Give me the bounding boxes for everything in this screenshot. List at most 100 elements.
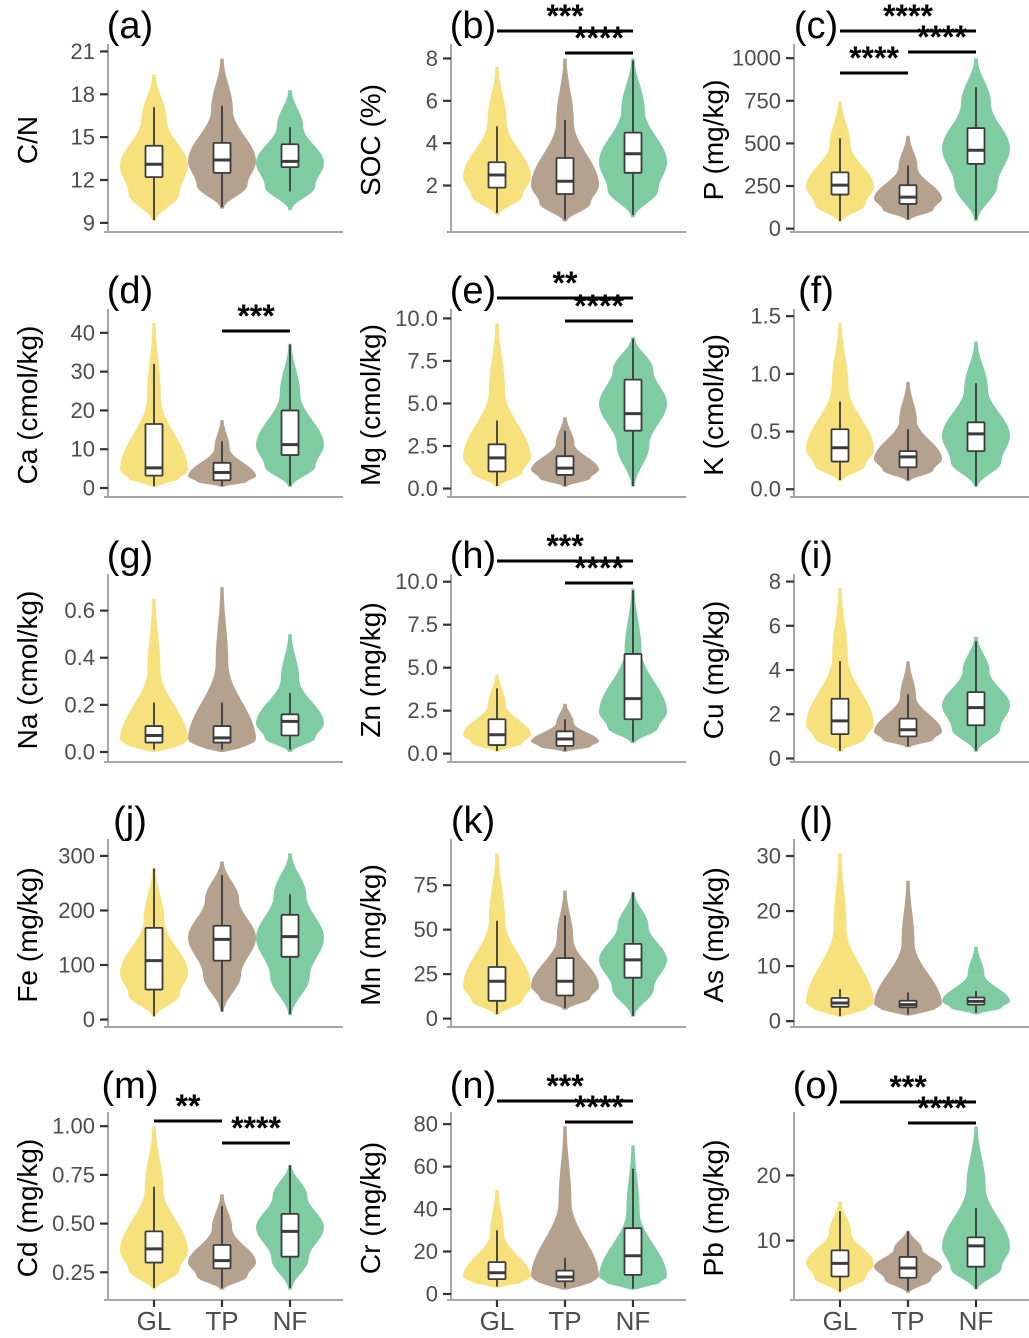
panel-g: 0.0 0.2 0.4 0.6 Na (cmol/kg) (g) [0,530,343,795]
y-tick-label: 10 [757,1228,781,1253]
panel-letter: (o) [793,1065,839,1107]
panel-i: 0 2 4 6 8 Cu (mg/kg) (i) [686,530,1029,795]
y-tick-label: 1000 [732,46,781,71]
y-tick-label: 0 [426,1006,438,1031]
box-NF [280,409,300,456]
panel-l-chart: 0 10 20 30 As (mg/kg) (l) [698,800,1029,1034]
y-tick-label: 0 [83,1007,95,1032]
y-tick-label: 0.0 [750,477,781,502]
y-tick-label: 40 [414,1197,438,1222]
y-axis-title: K (cmol/kg) [698,334,729,476]
y-tick-label: 6 [769,613,781,638]
y-tick-label: 8 [769,569,781,594]
y-tick-label: 40 [71,320,95,345]
box-GL [144,927,164,991]
box-GL [830,697,850,736]
y-tick-label: 10 [71,437,95,462]
panel-letter: (k) [451,800,495,842]
x-tick-label-GL: GL [480,1306,515,1333]
box-TP [212,1244,232,1270]
box-NF [966,421,986,453]
y-tick-label: 0.75 [52,1162,95,1187]
panel-letter: (m) [102,1065,159,1107]
y-tick-label: 30 [71,359,95,384]
y-axis-title: Zn (mg/kg) [355,602,386,737]
y-tick-label: 0.6 [64,598,95,623]
box-TP [555,957,575,997]
violin-TP [531,1126,599,1290]
y-axis-title: C/N [12,116,43,164]
y-axis-title: Mg (cmol/kg) [355,324,386,486]
panel-letter: (n) [450,1065,496,1107]
box-NF [966,127,986,165]
panel-f: 0.0 0.5 1.0 1.5 K (cmol/kg) (f) [686,265,1029,530]
significance-stars: *** [889,1069,927,1105]
y-tick-label: 750 [744,88,781,113]
significance-stars: *** [546,530,584,564]
y-tick-label: 2 [769,702,781,727]
y-tick-label: 8 [426,46,438,71]
box-TP [212,141,232,174]
panel-letter: (i) [799,535,833,577]
y-tick-label: 80 [414,1112,438,1137]
y-tick-label: 30 [757,843,781,868]
box-NF [623,653,643,721]
y-tick-label: 250 [744,174,781,199]
y-tick-label: 100 [58,952,95,977]
box-TP [555,455,575,476]
panel-a-chart: 9 12 15 18 21 C/N (a) [12,5,343,235]
box-GL [144,1230,164,1264]
panel-a: 9 12 15 18 21 C/N (a) [0,0,343,265]
y-axis-title: SOC (%) [355,84,386,196]
y-tick-label: 2.5 [407,433,438,458]
box-TP [898,717,918,738]
panel-j: 0 100 200 300 Fe (mg/kg) (j) [0,795,343,1060]
panel-k-chart: 0 25 50 75 Mn (mg/kg) (k) [355,800,686,1031]
panel-l: 0 10 20 30 As (mg/kg) (l) [686,795,1029,1060]
y-tick-label: 5.0 [407,655,438,680]
box-GL [144,423,164,477]
violin-GL [806,853,874,1017]
y-tick-label: 5.0 [407,391,438,416]
significance-stars: **** [917,1090,967,1126]
y-tick-label: 0.0 [407,476,438,501]
significance-stars: **** [231,1110,281,1146]
box-NF [280,1212,300,1258]
panel-letter: (j) [113,800,147,842]
y-tick-label: 10.0 [395,306,438,331]
panel-i-chart: 0 2 4 6 8 Cu (mg/kg) (i) [698,535,1029,771]
box-NF [623,1227,643,1276]
significance-stars: **** [917,19,967,55]
significance-stars: **** [574,550,624,586]
y-tick-label: 2.5 [407,698,438,723]
y-axis-title: Cd (mg/kg) [12,1139,43,1277]
y-tick-label: 0 [769,746,781,771]
box-GL [830,428,850,463]
panel-letter: (e) [450,270,496,312]
y-tick-label: 0.25 [52,1260,95,1285]
box-GL [487,966,507,1002]
panel-f-chart: 0.0 0.5 1.0 1.5 K (cmol/kg) (f) [698,270,1029,502]
y-tick-label: 300 [58,843,95,868]
y-tick-label: 2 [426,173,438,198]
box-NF [280,713,300,737]
panel-b: 2 4 6 8 SOC (%) (b) *** **** [343,0,686,265]
significance-stars: ** [176,1088,201,1124]
panel-e: 0.0 2.5 5.0 7.5 10.0 Mg (cmol/kg) (e) ** **** [343,265,686,530]
significance-stars: *** [546,1068,584,1104]
significance-stars: **** [574,20,624,56]
panel-letter: (c) [794,5,838,47]
significance-stars: **** [883,0,933,34]
panel-o: 10 20 Pb (mg/kg) (o) *** **** GL TP NF [686,1060,1029,1338]
y-tick-label: 500 [744,131,781,156]
y-tick-label: 0.0 [64,739,95,764]
panel-h: 0.0 2.5 5.0 7.5 10.0 Zn (mg/kg) (h) *** **** [343,528,686,795]
significance-stars: **** [849,40,899,76]
violin-TP [874,880,942,1016]
y-tick-label: 18 [71,82,95,107]
y-tick-label: 9 [83,210,95,235]
panel-b-chart: 2 4 6 8 SOC (%) (b) ******* [355,0,686,233]
y-tick-label: 10 [757,954,781,979]
y-axis-title: Cr (mg/kg) [355,1142,386,1274]
x-tick-label-TP: TP [205,1306,238,1333]
